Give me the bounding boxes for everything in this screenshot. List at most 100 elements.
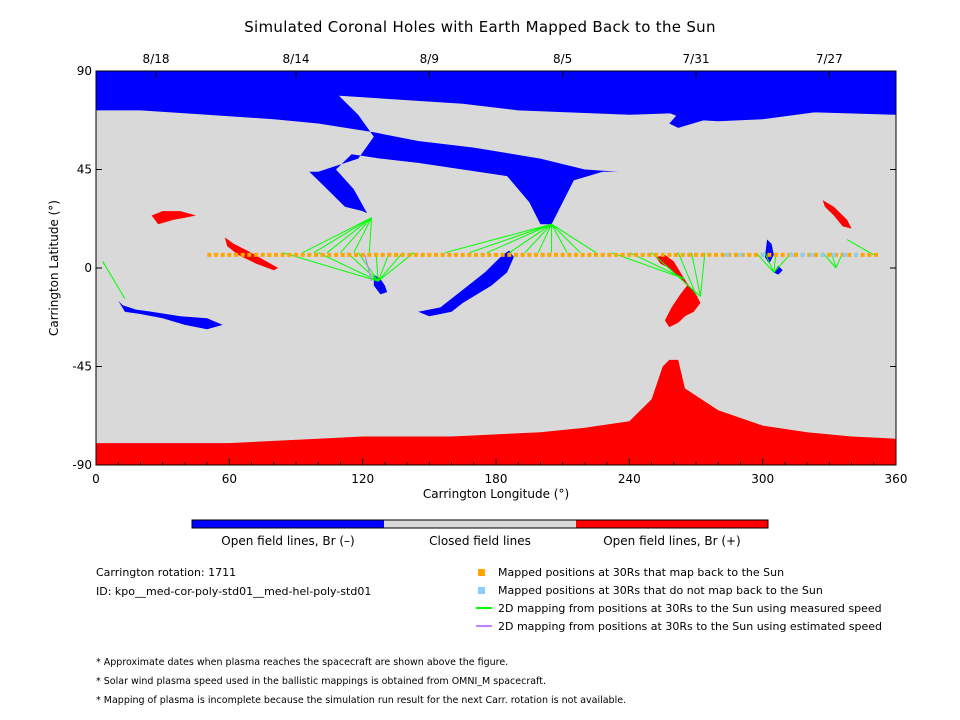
y-tick-label-2: 0 [84,261,92,275]
footnote-2: * Solar wind plasma speed used in the ba… [96,676,546,687]
measured-mapping-line-23 [551,223,581,254]
mapped-position-44 [500,252,505,257]
mapped-position-50 [540,252,545,257]
unmapped-position-9 [854,252,858,257]
date-tick-label-5: 7/27 [816,52,843,66]
mapped-position-42 [487,252,492,257]
mapped-position-64 [634,252,638,257]
mapped-position-24 [367,252,372,257]
mapped-position-4 [234,252,238,257]
mapped-position-53 [560,252,565,257]
legend-label-mapped: Mapped positions at 30Rs that map back t… [498,566,785,579]
run-id: ID: kpo__med-cor-poly-std01__med-hel-pol… [96,585,372,598]
positive-coronal-hole-0 [96,359,896,465]
measured-mapping-line-12 [377,252,390,282]
mapped-position-29 [400,252,405,257]
mapped-position-25 [374,252,378,257]
x-tick-label-1: 60 [222,472,237,486]
date-tick-label-3: 8/5 [553,52,572,66]
colorbar-segment-2 [576,520,768,528]
measured-mapping-line-29 [691,252,701,297]
mapped-position-84 [767,252,772,257]
footnote-3: * Mapping of plasma is incomplete becaus… [96,695,627,706]
measured-mapping-line-1 [302,217,372,254]
negative-coronal-hole-4 [669,71,896,128]
mapped-position-81 [747,252,752,257]
mapped-position-55 [574,252,578,257]
unmapped-position-3 [789,252,794,257]
mapped-position-85 [774,252,778,257]
measured-mapping-line-17 [486,223,552,254]
measured-mapping-line-38 [846,239,875,256]
mapped-position-69 [667,252,672,257]
measured-mapping-line-13 [377,252,404,282]
mapped-position-10 [274,252,278,257]
measured-mapping-line-9 [346,252,379,282]
unmapped-position-0 [725,252,730,257]
mapped-position-48 [527,252,532,257]
measured-mapping-line-30 [699,252,706,297]
measured-mapping-line-20 [537,224,553,253]
mapped-position-17 [320,252,325,257]
mapped-position-7 [254,252,258,257]
measured-mapping-line-25 [611,252,686,280]
mapped-position-2 [220,252,225,257]
mapped-position-5 [240,252,245,257]
colorbar-label-2: Open field lines, Br (+) [603,534,741,548]
mapped-position-82 [754,252,758,257]
measured-mapping-line-27 [651,252,701,297]
measured-mapping-line-32 [764,252,775,273]
mapped-position-22 [354,252,358,257]
date-tick-label-1: 8/14 [283,52,310,66]
mapped-position-38 [460,252,465,257]
date-tick-label-2: 8/9 [420,52,439,66]
x-tick-label-5: 300 [751,472,774,486]
measured-mapping-line-31 [755,252,775,273]
mapped-position-98 [860,252,865,257]
positive-coronal-hole-3 [224,237,279,271]
mapped-position-88 [794,252,798,257]
negative-coronal-hole-2 [96,71,619,225]
unmapped-position-7 [831,252,836,257]
mapped-position-72 [687,252,692,257]
mapped-position-18 [327,252,332,257]
mapped-position-13 [294,252,298,257]
mapped-position-52 [554,252,558,257]
unmapped-position-1 [738,252,743,257]
mapped-position-12 [287,252,292,257]
measured-mapping-line-15 [444,223,552,254]
mapped-position-75 [707,252,712,257]
measured-mapping-line-22 [551,223,568,253]
mapped-position-49 [534,252,538,257]
positive-coronal-hole-2 [151,211,196,225]
mapped-position-77 [720,252,725,257]
negative-coronal-hole-5 [418,250,514,317]
mapped-position-78 [727,252,732,257]
mapped-position-37 [454,252,458,257]
mapped-position-27 [387,252,392,257]
mapped-position-34 [434,252,438,257]
x-tick-label-2: 120 [351,472,374,486]
colorbar-label-1: Closed field lines [429,534,531,548]
mapped-position-86 [780,252,785,257]
mapped-position-74 [700,252,705,257]
mapped-position-0 [207,252,212,257]
measured-mapping-line-7 [282,252,379,282]
negative-coronal-hole-9 [773,265,783,275]
legend-label-unmapped: Mapped positions at 30Rs that do not map… [498,584,823,597]
colorbar-frame [191,519,769,529]
mapped-position-16 [314,252,318,257]
positive-coronal-hole-1 [656,254,701,328]
legend-swatch-mapped [478,569,485,576]
measured-mapping-line-14 [377,252,415,282]
mapped-position-11 [280,252,285,257]
measured-mapping-line-8 [318,252,379,282]
mapped-position-54 [567,252,572,257]
mapped-position-66 [647,252,652,257]
mapped-position-93 [827,252,832,257]
mapped-position-96 [847,252,852,257]
measured-mapping-line-11 [375,252,379,282]
mapped-position-62 [620,252,625,257]
y-tick-label-4: -90 [72,458,92,472]
measured-mapping-line-5 [353,217,373,253]
